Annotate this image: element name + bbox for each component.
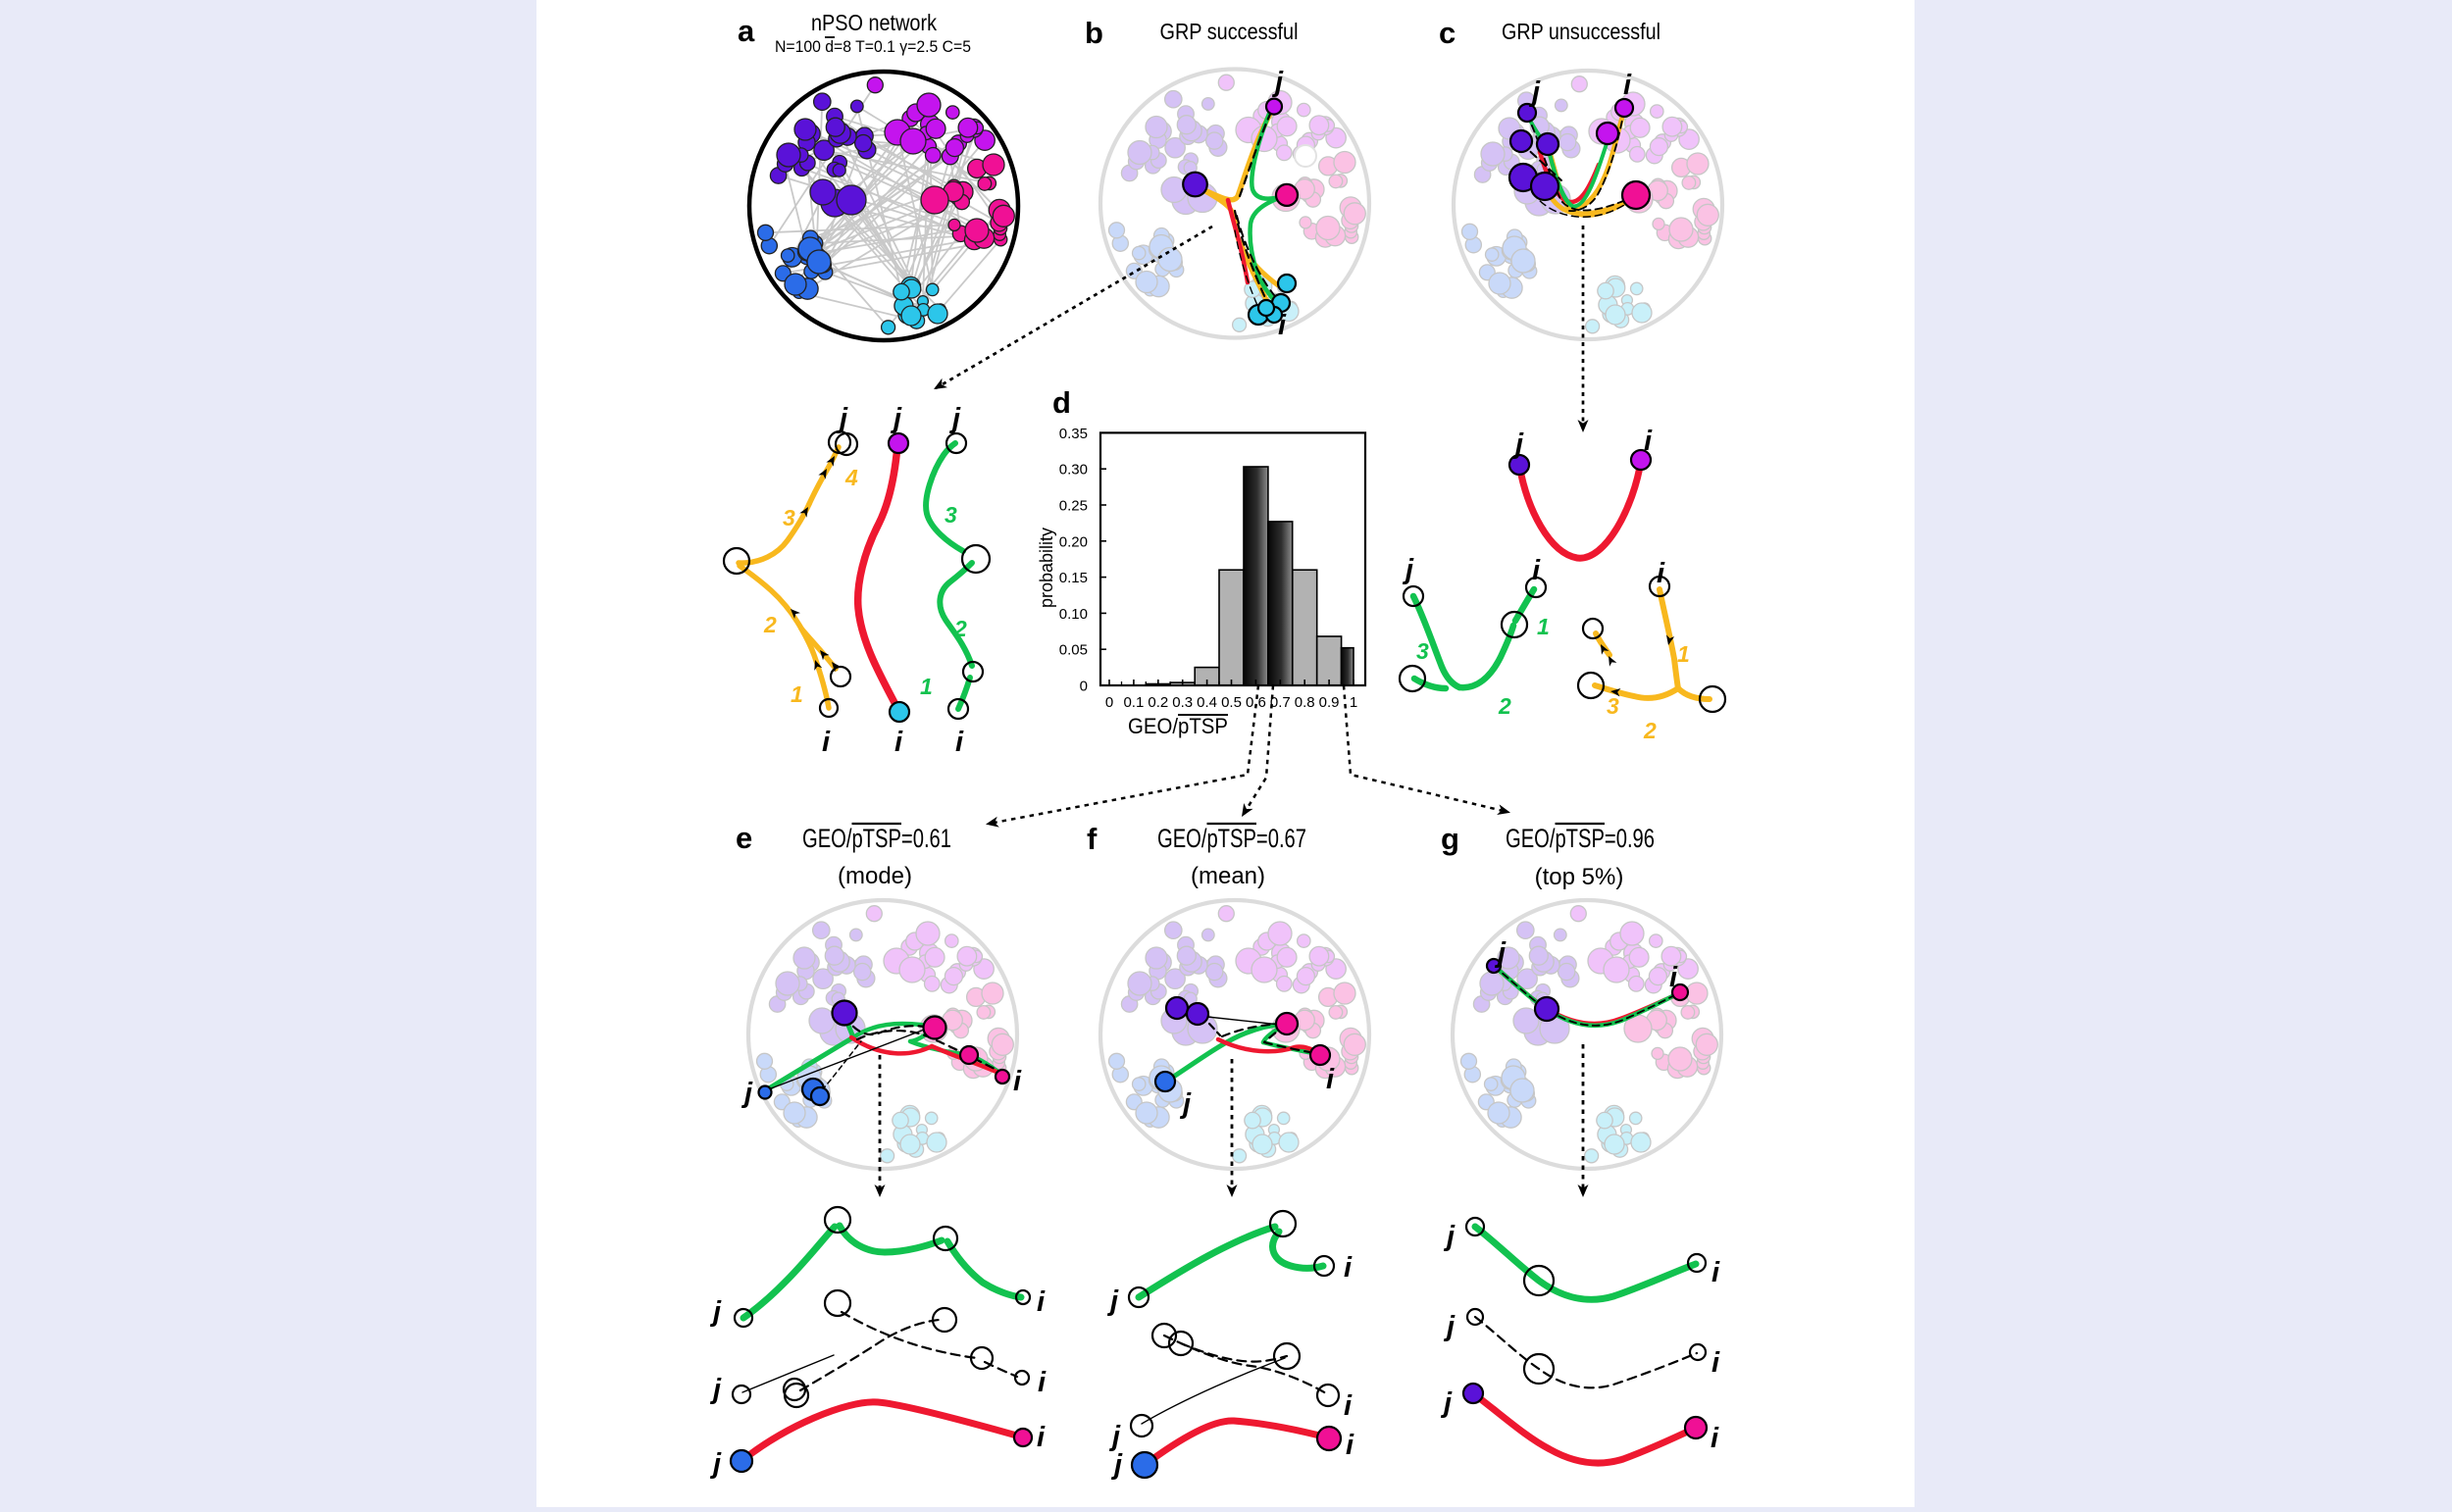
svg-text:e: e [736, 821, 752, 855]
svg-text:j: j [1440, 1387, 1453, 1419]
svg-text:i: i [1037, 1422, 1046, 1453]
svg-text:j: j [1443, 1311, 1456, 1342]
svg-text:0.20: 0.20 [1059, 533, 1088, 550]
svg-text:3: 3 [783, 505, 795, 530]
svg-text:N=100 d=8 T=0.1 γ=2.5 C=5: N=100 d=8 T=0.1 γ=2.5 C=5 [775, 37, 971, 56]
svg-text:j: j [1494, 937, 1507, 969]
svg-text:0: 0 [1105, 694, 1113, 711]
svg-text:j: j [741, 1078, 753, 1109]
svg-text:1: 1 [1677, 641, 1690, 667]
svg-text:i: i [1038, 1367, 1047, 1398]
svg-text:j: j [1402, 554, 1414, 585]
svg-text:i: i [894, 727, 903, 758]
svg-text:(mean): (mean) [1191, 863, 1265, 889]
svg-text:j: j [1511, 428, 1524, 460]
svg-text:f: f [1087, 822, 1098, 856]
svg-text:j: j [1179, 1088, 1192, 1120]
svg-text:3: 3 [1416, 638, 1429, 664]
svg-text:j: j [709, 1448, 722, 1480]
svg-text:g: g [1441, 822, 1459, 856]
svg-text:j: j [1106, 1285, 1119, 1317]
svg-text:0.2: 0.2 [1148, 694, 1168, 711]
svg-text:i: i [822, 727, 831, 758]
svg-text:j: j [1443, 1221, 1456, 1252]
svg-text:i: i [1013, 1066, 1022, 1097]
svg-text:i: i [1711, 1257, 1720, 1288]
svg-text:j: j [1110, 1449, 1123, 1481]
svg-text:2: 2 [763, 612, 777, 637]
svg-text:b: b [1085, 16, 1103, 50]
svg-text:1: 1 [1537, 614, 1550, 639]
svg-text:4: 4 [844, 465, 858, 490]
svg-text:nPSO network: nPSO network [811, 10, 937, 35]
svg-text:0.25: 0.25 [1059, 498, 1088, 515]
svg-text:GRP unsuccessful: GRP unsuccessful [1502, 19, 1660, 44]
svg-text:GRP successful: GRP successful [1160, 19, 1299, 44]
svg-text:3: 3 [945, 502, 957, 528]
svg-text:1: 1 [791, 681, 803, 707]
svg-text:i: i [1278, 310, 1287, 341]
svg-text:i: i [1711, 1423, 1719, 1454]
svg-text:i: i [1669, 962, 1678, 993]
svg-text:GEO/pTSP=0.96: GEO/pTSP=0.96 [1506, 824, 1655, 853]
svg-text:0.15: 0.15 [1059, 570, 1088, 586]
svg-text:3: 3 [1607, 693, 1619, 719]
svg-text:i: i [1037, 1286, 1046, 1318]
svg-text:j: j [948, 403, 961, 434]
svg-text:d: d [1052, 385, 1071, 420]
svg-text:(top 5%): (top 5%) [1535, 864, 1624, 890]
svg-text:j: j [1108, 1421, 1121, 1452]
svg-text:probability: probability [1036, 527, 1056, 608]
svg-text:0.4: 0.4 [1197, 694, 1217, 711]
svg-text:c: c [1439, 16, 1456, 50]
svg-text:i: i [1644, 426, 1653, 457]
svg-text:2: 2 [953, 616, 967, 641]
svg-text:j: j [836, 403, 848, 434]
svg-text:(mode): (mode) [838, 863, 912, 889]
svg-text:2: 2 [1498, 693, 1511, 719]
svg-text:0.9: 0.9 [1319, 694, 1340, 711]
svg-text:0: 0 [1080, 679, 1088, 695]
svg-text:j: j [1528, 76, 1541, 108]
svg-text:0.7: 0.7 [1270, 694, 1291, 711]
svg-text:i: i [1344, 1252, 1353, 1284]
svg-text:j: j [709, 1296, 722, 1328]
svg-text:a: a [738, 14, 755, 48]
svg-text:i: i [955, 727, 964, 758]
svg-text:i: i [1532, 555, 1541, 586]
svg-text:i: i [1326, 1064, 1335, 1095]
svg-text:0.5: 0.5 [1221, 694, 1242, 711]
svg-text:i: i [1346, 1430, 1354, 1461]
svg-text:i: i [1344, 1390, 1353, 1422]
svg-text:2: 2 [1643, 718, 1657, 743]
svg-text:1: 1 [920, 674, 933, 699]
svg-text:0.30: 0.30 [1059, 462, 1088, 479]
svg-text:0.05: 0.05 [1059, 642, 1088, 659]
svg-text:j: j [709, 1374, 722, 1405]
svg-text:0.1: 0.1 [1123, 694, 1144, 711]
svg-text:0.10: 0.10 [1059, 606, 1088, 623]
svg-text:1: 1 [1350, 694, 1357, 711]
svg-text:i: i [1657, 558, 1665, 589]
svg-text:i: i [1623, 70, 1632, 101]
svg-text:j: j [1271, 67, 1284, 98]
svg-text:0.6: 0.6 [1246, 694, 1266, 711]
svg-text:j: j [890, 403, 902, 434]
svg-text:0.3: 0.3 [1172, 694, 1193, 711]
svg-text:GEO/pTSP=0.67: GEO/pTSP=0.67 [1157, 824, 1306, 853]
svg-text:GEO/pTSP: GEO/pTSP [1128, 714, 1228, 738]
svg-text:0.35: 0.35 [1059, 426, 1088, 442]
svg-text:i: i [1711, 1347, 1720, 1379]
svg-text:GEO/pTSP=0.61: GEO/pTSP=0.61 [802, 824, 951, 853]
svg-text:0.8: 0.8 [1295, 694, 1315, 711]
